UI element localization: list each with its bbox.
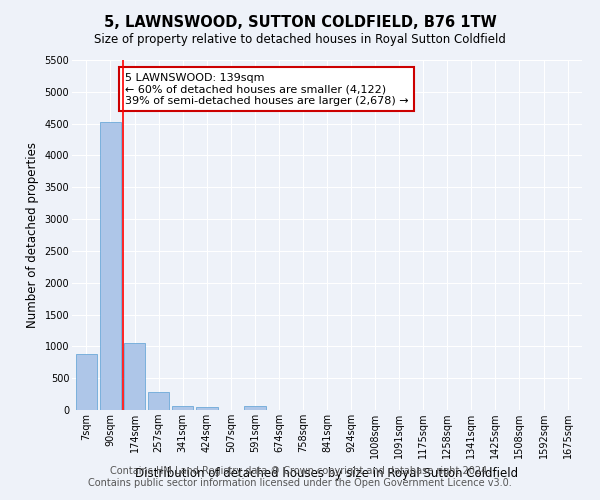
Bar [172,406,193,410]
Bar [124,343,145,410]
Text: 5, LAWNSWOOD, SUTTON COLDFIELD, B76 1TW: 5, LAWNSWOOD, SUTTON COLDFIELD, B76 1TW [104,15,496,30]
Bar [196,407,218,410]
Bar [76,354,97,410]
Bar [244,406,266,410]
Y-axis label: Number of detached properties: Number of detached properties [26,142,39,328]
Bar [100,122,121,410]
Bar [148,392,169,410]
Text: Size of property relative to detached houses in Royal Sutton Coldfield: Size of property relative to detached ho… [94,32,506,46]
X-axis label: Distribution of detached houses by size in Royal Sutton Coldfield: Distribution of detached houses by size … [136,466,518,479]
Text: 5 LAWNSWOOD: 139sqm
← 60% of detached houses are smaller (4,122)
39% of semi-det: 5 LAWNSWOOD: 139sqm ← 60% of detached ho… [125,72,409,106]
Text: Contains HM Land Registry data © Crown copyright and database right 2024.
Contai: Contains HM Land Registry data © Crown c… [88,466,512,487]
